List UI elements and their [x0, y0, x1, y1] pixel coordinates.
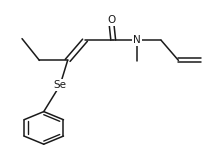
Text: N: N	[133, 35, 141, 45]
Text: Se: Se	[53, 80, 66, 90]
Text: O: O	[107, 15, 115, 25]
